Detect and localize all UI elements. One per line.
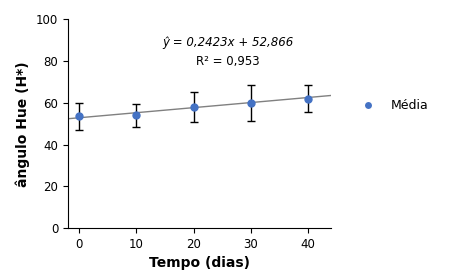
- Y-axis label: ângulo Hue (H*): ângulo Hue (H*): [16, 61, 30, 187]
- Text: ŷ = 0,2423x + 52,866: ŷ = 0,2423x + 52,866: [162, 36, 294, 49]
- Legend: Média: Média: [351, 94, 433, 117]
- X-axis label: Tempo (dias): Tempo (dias): [149, 256, 250, 270]
- Text: R² = 0,953: R² = 0,953: [196, 55, 260, 68]
